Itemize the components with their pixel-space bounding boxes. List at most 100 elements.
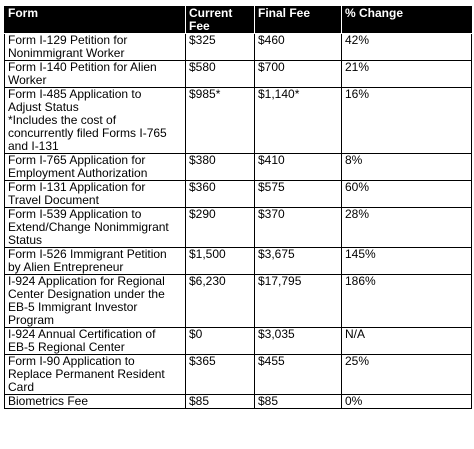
current-fee-cell: $290 xyxy=(185,207,255,248)
table-row: Form I-140 Petition for Alien Worker $58… xyxy=(4,60,472,88)
form-name: Form I-131 Application for Travel Docume… xyxy=(8,180,146,207)
current-fee: $290 xyxy=(189,207,216,221)
header-form: Form xyxy=(4,6,186,34)
final-fee-cell: $455 xyxy=(254,354,342,395)
current-fee-cell: $360 xyxy=(185,180,255,208)
header-current-fee: Current Fee xyxy=(185,6,255,34)
final-fee: $460 xyxy=(258,33,285,47)
current-fee: $985* xyxy=(189,87,221,101)
fee-table-header: Form Current Fee Final Fee % Change xyxy=(4,6,472,34)
table-row: Form I-539 Application to Extend/Change … xyxy=(4,207,472,248)
percent-change-cell: 8% xyxy=(341,153,472,181)
percent-change: 21% xyxy=(345,60,370,74)
final-fee-cell: $17,795 xyxy=(254,274,342,328)
final-fee: $3,675 xyxy=(258,247,295,261)
current-fee-cell: $985* xyxy=(185,87,255,154)
current-fee: $360 xyxy=(189,180,216,194)
percent-change-cell: 16% xyxy=(341,87,472,154)
fee-table: Form Current Fee Final Fee % Change Form… xyxy=(4,6,472,409)
form-cell: Form I-526 Immigrant Petition by Alien E… xyxy=(4,247,186,275)
form-name: Form I-129 Petition for Nonimmigrant Wor… xyxy=(8,33,128,60)
form-name: I-924 Application for Regional Center De… xyxy=(8,274,165,327)
percent-change: 8% xyxy=(345,153,363,167)
table-row: Form I-485 Application to Adjust Status … xyxy=(4,87,472,154)
final-fee: $700 xyxy=(258,60,285,74)
percent-change: 145% xyxy=(345,247,376,261)
header-row: Form Current Fee Final Fee % Change xyxy=(4,6,472,34)
fee-table-body: Form I-129 Petition for Nonimmigrant Wor… xyxy=(4,33,472,409)
current-fee-cell: $380 xyxy=(185,153,255,181)
final-fee: $410 xyxy=(258,153,285,167)
table-row: Form I-131 Application for Travel Docume… xyxy=(4,180,472,208)
final-fee: $85 xyxy=(258,394,279,408)
form-name: Form I-90 Application to Replace Permane… xyxy=(8,354,165,394)
table-row: I-924 Application for Regional Center De… xyxy=(4,274,472,328)
current-fee-cell: $85 xyxy=(185,394,255,409)
percent-change-cell: 42% xyxy=(341,33,472,61)
form-cell: Form I-485 Application to Adjust Status … xyxy=(4,87,186,154)
percent-change: N/A xyxy=(345,327,366,341)
percent-change-cell: 145% xyxy=(341,247,472,275)
current-fee: $0 xyxy=(189,327,203,341)
form-name: Form I-485 Application to Adjust Status … xyxy=(8,87,167,153)
form-cell: Biometrics Fee xyxy=(4,394,186,409)
current-fee-cell: $0 xyxy=(185,327,255,355)
table-row: Form I-129 Petition for Nonimmigrant Wor… xyxy=(4,33,472,61)
form-name: Biometrics Fee xyxy=(8,394,89,408)
table-row: I-924 Annual Certification of EB-5 Regio… xyxy=(4,327,472,355)
header-percent-change: % Change xyxy=(341,6,472,34)
percent-change: 186% xyxy=(345,274,376,288)
percent-change-cell: 186% xyxy=(341,274,472,328)
final-fee: $1,140* xyxy=(258,87,300,101)
percent-change: 42% xyxy=(345,33,370,47)
percent-change: 28% xyxy=(345,207,370,221)
percent-change-cell: 0% xyxy=(341,394,472,409)
form-cell: Form I-765 Application for Employment Au… xyxy=(4,153,186,181)
header-final-fee: Final Fee xyxy=(254,6,342,34)
current-fee-cell: $325 xyxy=(185,33,255,61)
current-fee: $325 xyxy=(189,33,216,47)
form-name: Form I-526 Immigrant Petition by Alien E… xyxy=(8,247,167,274)
form-name: Form I-539 Application to Extend/Change … xyxy=(8,207,169,247)
header-percent-change-label: % Change xyxy=(345,6,404,20)
current-fee-cell: $365 xyxy=(185,354,255,395)
final-fee-cell: $460 xyxy=(254,33,342,61)
table-row: Form I-526 Immigrant Petition by Alien E… xyxy=(4,247,472,275)
percent-change-cell: 25% xyxy=(341,354,472,395)
form-cell: Form I-140 Petition for Alien Worker xyxy=(4,60,186,88)
current-fee: $365 xyxy=(189,354,216,368)
form-cell: Form I-539 Application to Extend/Change … xyxy=(4,207,186,248)
final-fee: $370 xyxy=(258,207,285,221)
final-fee-cell: $3,675 xyxy=(254,247,342,275)
current-fee-cell: $1,500 xyxy=(185,247,255,275)
header-form-label: Form xyxy=(8,6,38,20)
final-fee-cell: $85 xyxy=(254,394,342,409)
percent-change: 60% xyxy=(345,180,370,194)
percent-change: 25% xyxy=(345,354,370,368)
current-fee-cell: $580 xyxy=(185,60,255,88)
percent-change-cell: 60% xyxy=(341,180,472,208)
form-cell: I-924 Annual Certification of EB-5 Regio… xyxy=(4,327,186,355)
percent-change: 0% xyxy=(345,394,363,408)
current-fee-cell: $6,230 xyxy=(185,274,255,328)
percent-change: 16% xyxy=(345,87,370,101)
form-cell: Form I-90 Application to Replace Permane… xyxy=(4,354,186,395)
form-cell: Form I-129 Petition for Nonimmigrant Wor… xyxy=(4,33,186,61)
form-name: Form I-765 Application for Employment Au… xyxy=(8,153,148,180)
current-fee: $85 xyxy=(189,394,210,408)
percent-change-cell: 21% xyxy=(341,60,472,88)
final-fee-cell: $575 xyxy=(254,180,342,208)
final-fee: $17,795 xyxy=(258,274,302,288)
form-cell: I-924 Application for Regional Center De… xyxy=(4,274,186,328)
current-fee: $6,230 xyxy=(189,274,226,288)
final-fee-cell: $410 xyxy=(254,153,342,181)
table-row: Form I-90 Application to Replace Permane… xyxy=(4,354,472,395)
current-fee: $1,500 xyxy=(189,247,226,261)
form-cell: Form I-131 Application for Travel Docume… xyxy=(4,180,186,208)
percent-change-cell: N/A xyxy=(341,327,472,355)
final-fee: $575 xyxy=(258,180,285,194)
current-fee: $580 xyxy=(189,60,216,74)
header-current-fee-label: Current Fee xyxy=(189,6,233,33)
final-fee-cell: $1,140* xyxy=(254,87,342,154)
header-final-fee-label: Final Fee xyxy=(258,6,311,20)
